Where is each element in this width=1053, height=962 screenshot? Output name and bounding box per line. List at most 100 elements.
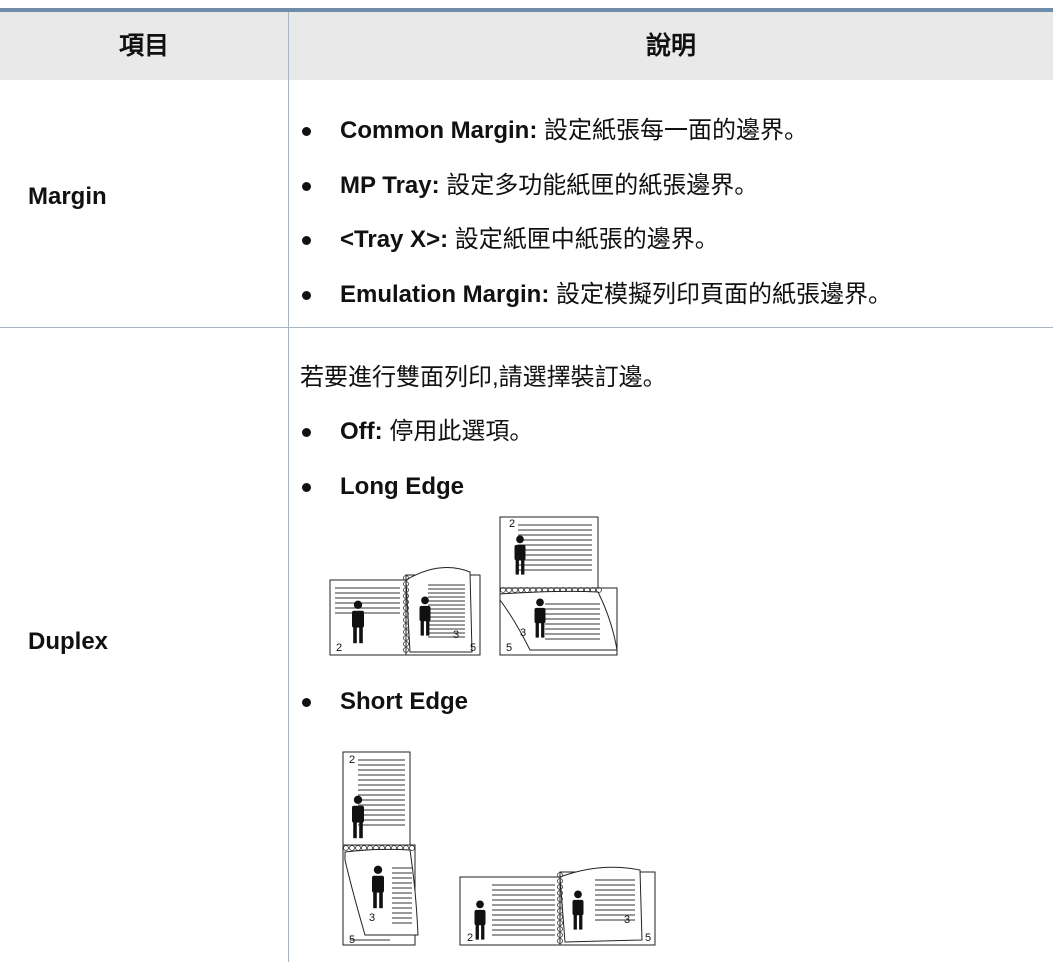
spiral-ring <box>512 587 518 593</box>
spiral-ring <box>557 920 563 926</box>
spiral-ring <box>403 587 409 593</box>
term: MP Tray: <box>340 172 440 199</box>
item-label: Duplex <box>28 628 109 655</box>
description: 設定紙匣中紙張的邊界。 <box>454 226 719 253</box>
spiral-ring <box>343 845 349 851</box>
spiral-ring <box>557 908 563 914</box>
term: <Tray X>: <box>340 226 449 253</box>
page-number: 5 <box>470 642 476 654</box>
spiral-ring <box>403 641 409 647</box>
spiral-ring <box>403 581 409 587</box>
person-leg <box>481 924 485 940</box>
person-body <box>372 875 384 893</box>
spiral-ring <box>403 617 409 623</box>
bullet <box>302 483 311 492</box>
person-leg <box>420 620 424 636</box>
bullet <box>302 127 311 136</box>
page-number: 3 <box>453 629 459 641</box>
column-divider <box>288 12 289 962</box>
spiral-ring <box>403 635 409 641</box>
page-number: 5 <box>645 932 651 944</box>
spiral-ring <box>557 884 563 890</box>
page-number: 3 <box>369 912 375 924</box>
person-leg <box>353 821 357 839</box>
page-number: 5 <box>349 934 355 946</box>
person-body <box>514 544 526 561</box>
person-leg <box>573 914 577 930</box>
person-leg <box>373 891 377 909</box>
page-number: 2 <box>349 754 355 766</box>
person-head <box>421 596 429 605</box>
spiral-ring <box>557 890 563 896</box>
term: Off: <box>340 418 383 445</box>
bullet <box>302 236 311 245</box>
person-leg <box>515 559 519 575</box>
spiral-ring <box>403 629 409 635</box>
person-body <box>474 909 486 926</box>
bullet-text: Short Edge <box>340 687 468 717</box>
bullet <box>302 291 311 300</box>
spiral-ring <box>506 587 512 593</box>
page-number: 2 <box>509 518 515 530</box>
header-cell: 說明 <box>645 32 696 60</box>
description: 設定模擬列印頁面的紙張邊界。 <box>556 281 893 308</box>
person-leg <box>359 821 363 839</box>
person-leg <box>521 559 525 575</box>
person-leg <box>359 626 363 644</box>
page-curl <box>405 567 473 653</box>
header-cell: 項目 <box>118 32 169 60</box>
person-body <box>572 899 584 916</box>
bullet <box>302 182 311 191</box>
page-number: 2 <box>467 932 473 944</box>
spiral-ring <box>557 902 563 908</box>
spiral-ring <box>557 932 563 938</box>
spiral-ring <box>557 896 563 902</box>
bullet-text: MP Tray: 設定多功能紙匣的紙張邊界。 <box>340 171 758 201</box>
item-label: Margin <box>28 183 107 210</box>
page-number: 2 <box>336 642 342 654</box>
person-body <box>419 605 431 622</box>
spiral-ring <box>403 605 409 611</box>
person-head <box>476 900 484 909</box>
person-head <box>516 535 524 544</box>
person-leg <box>475 924 479 940</box>
page-number: 5 <box>506 642 512 654</box>
bullet-text: Off: 停用此選項。 <box>340 417 533 447</box>
spiral-ring <box>557 914 563 920</box>
person-leg <box>353 626 357 644</box>
spiral-ring <box>557 938 563 944</box>
person-leg <box>379 891 383 909</box>
row-divider <box>0 327 1053 328</box>
page-curl <box>499 590 618 651</box>
spiral-ring <box>500 587 506 593</box>
person-head <box>574 890 582 899</box>
bullet <box>302 428 311 437</box>
bullet-text: <Tray X>: 設定紙匣中紙張的邊界。 <box>340 225 719 255</box>
spiral-ring <box>403 647 409 653</box>
bullet <box>302 698 311 707</box>
term: Emulation Margin: <box>340 281 550 308</box>
spiral-ring <box>403 611 409 617</box>
description: 設定多功能紙匣的紙張邊界。 <box>446 172 759 199</box>
bullet-text: Long Edge <box>340 472 464 502</box>
bullet-text: Common Margin: 設定紙張每一面的邊界。 <box>340 116 808 146</box>
person-leg <box>579 914 583 930</box>
person-body <box>352 610 364 628</box>
person-head <box>353 795 363 804</box>
spiral-ring <box>557 872 563 878</box>
bullet-text: Emulation Margin: 設定模擬列印頁面的紙張邊界。 <box>340 280 892 310</box>
description: 停用此選項。 <box>389 418 534 445</box>
person-leg <box>541 622 545 638</box>
person-head <box>353 600 363 609</box>
header-row <box>0 12 1053 80</box>
spiral-ring <box>557 878 563 884</box>
person-leg <box>535 622 539 638</box>
spiral-ring <box>409 845 415 851</box>
page-number: 3 <box>624 914 630 926</box>
term: Short Edge <box>340 688 469 715</box>
term: Long Edge <box>340 473 464 500</box>
top-rule <box>0 8 1053 12</box>
spiral-ring <box>403 599 409 605</box>
